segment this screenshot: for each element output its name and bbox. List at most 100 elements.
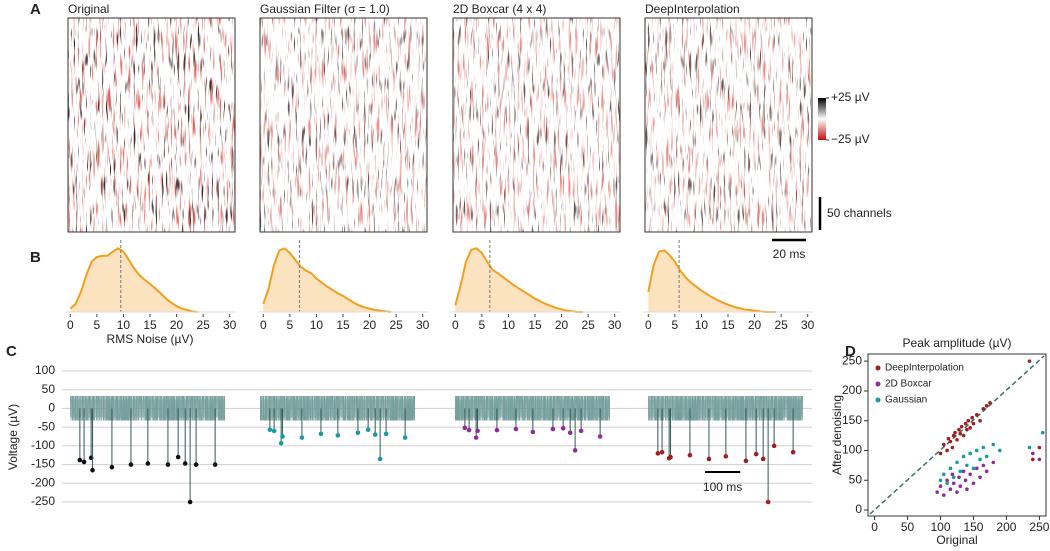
x-tick-label: 15 xyxy=(721,318,735,332)
heatmap-frame xyxy=(259,17,428,233)
x-tick-label: 25 xyxy=(196,318,210,332)
scatter-point xyxy=(938,451,943,456)
scatter-point xyxy=(948,466,953,471)
spike-peak xyxy=(572,448,578,453)
density-line xyxy=(647,249,776,313)
spike-peak xyxy=(365,427,371,433)
spike-peak xyxy=(743,458,749,464)
scatter-point xyxy=(955,460,959,465)
scatter-point xyxy=(984,454,989,459)
scatter-point xyxy=(1031,457,1035,462)
spike-peak xyxy=(530,429,536,435)
y-tick-label: -50 xyxy=(38,419,56,433)
scatter-point xyxy=(963,478,968,483)
scatter-point xyxy=(958,484,963,489)
x-tick-label: 20 xyxy=(748,318,762,332)
identity-line xyxy=(869,355,1045,515)
x-tick-label: 15 xyxy=(528,318,542,332)
scatter-point xyxy=(968,426,972,430)
density-line xyxy=(454,247,583,313)
spike-peak xyxy=(597,434,603,439)
x-tick-label: 10 xyxy=(310,318,324,332)
spike-peak xyxy=(175,454,181,460)
spike-peak xyxy=(659,449,665,455)
scale-label: 100 ms xyxy=(703,480,742,494)
scale-label: 20 ms xyxy=(773,247,806,261)
scatter-point xyxy=(957,475,961,480)
spike-peak xyxy=(81,459,87,465)
spike-peak xyxy=(318,431,324,437)
colorbar xyxy=(818,98,826,140)
y-tick-label: -100 xyxy=(31,438,55,452)
scatter-point xyxy=(959,424,964,429)
scatter-point xyxy=(998,448,1002,453)
x-tick-label: 25 xyxy=(581,318,595,332)
spike-peak xyxy=(753,451,759,457)
scatter-point xyxy=(938,478,943,483)
x-tick-label: 5 xyxy=(287,318,294,332)
legend-marker xyxy=(875,381,881,387)
spike-peak xyxy=(372,432,378,437)
scatter-point xyxy=(942,442,946,447)
scatter-point xyxy=(981,445,986,450)
scatter-point xyxy=(961,433,966,438)
y-tick-label: 0 xyxy=(48,401,55,415)
x-tick-label: 100 xyxy=(931,520,951,534)
scatter-point xyxy=(961,469,966,474)
x-tick-label: 15 xyxy=(336,318,350,332)
scatter-point xyxy=(951,433,956,438)
scatter-point xyxy=(981,463,986,468)
legend-label: Gaussian xyxy=(885,395,927,406)
spike-peak xyxy=(668,454,673,460)
spike-peak xyxy=(760,456,766,462)
spike-peak xyxy=(771,443,777,449)
spike-peak xyxy=(687,452,693,458)
scatter-point xyxy=(1040,430,1045,435)
spike-peak xyxy=(182,461,188,466)
scatter-point xyxy=(984,469,989,474)
scatter-point xyxy=(968,451,972,456)
spike-peak xyxy=(377,456,383,462)
y-tick-label: -250 xyxy=(31,494,55,508)
scatter-point xyxy=(961,454,966,459)
spike-peak xyxy=(466,427,472,433)
x-tick-label: 20 xyxy=(555,318,569,332)
scatter-point xyxy=(984,404,989,408)
scatter-point xyxy=(945,448,949,453)
legend-marker xyxy=(875,365,881,371)
heatmap-black xyxy=(260,18,427,232)
y-axis-label: Voltage (µV) xyxy=(6,404,20,470)
y-tick-label: 100 xyxy=(35,363,55,377)
x-tick-label: 0 xyxy=(871,520,878,534)
panel-title: Original xyxy=(68,2,109,16)
scatter-point xyxy=(948,439,953,444)
spike-peak xyxy=(278,440,284,446)
x-tick-label: 20 xyxy=(170,318,184,332)
spike-peak xyxy=(383,431,389,437)
scatter-point xyxy=(955,437,959,442)
scatter-point xyxy=(1027,445,1032,450)
spike-peak xyxy=(473,435,479,440)
spike-peak xyxy=(402,435,408,440)
scatter-point xyxy=(991,460,996,465)
scatter-point xyxy=(963,421,968,426)
scatter-point xyxy=(1037,457,1042,462)
spike-peak xyxy=(335,433,341,438)
density-line xyxy=(69,247,198,313)
x-tick-label: 30 xyxy=(223,318,237,332)
scatter-point xyxy=(974,448,979,453)
scatter-point xyxy=(991,442,996,447)
x-tick-label: 200 xyxy=(996,520,1016,534)
y-tick-label: 250 xyxy=(842,353,862,367)
heatmap-black xyxy=(645,18,812,232)
scatter-point xyxy=(942,493,946,497)
density-fill xyxy=(455,248,583,312)
scatter-point xyxy=(978,457,982,462)
y-tick-label: -150 xyxy=(31,457,55,471)
x-tick-label: 50 xyxy=(901,520,915,534)
scatter-point xyxy=(951,475,956,480)
y-tick-label: 0 xyxy=(855,502,862,516)
scatter-point xyxy=(1027,359,1032,363)
spike-peak xyxy=(513,426,519,432)
